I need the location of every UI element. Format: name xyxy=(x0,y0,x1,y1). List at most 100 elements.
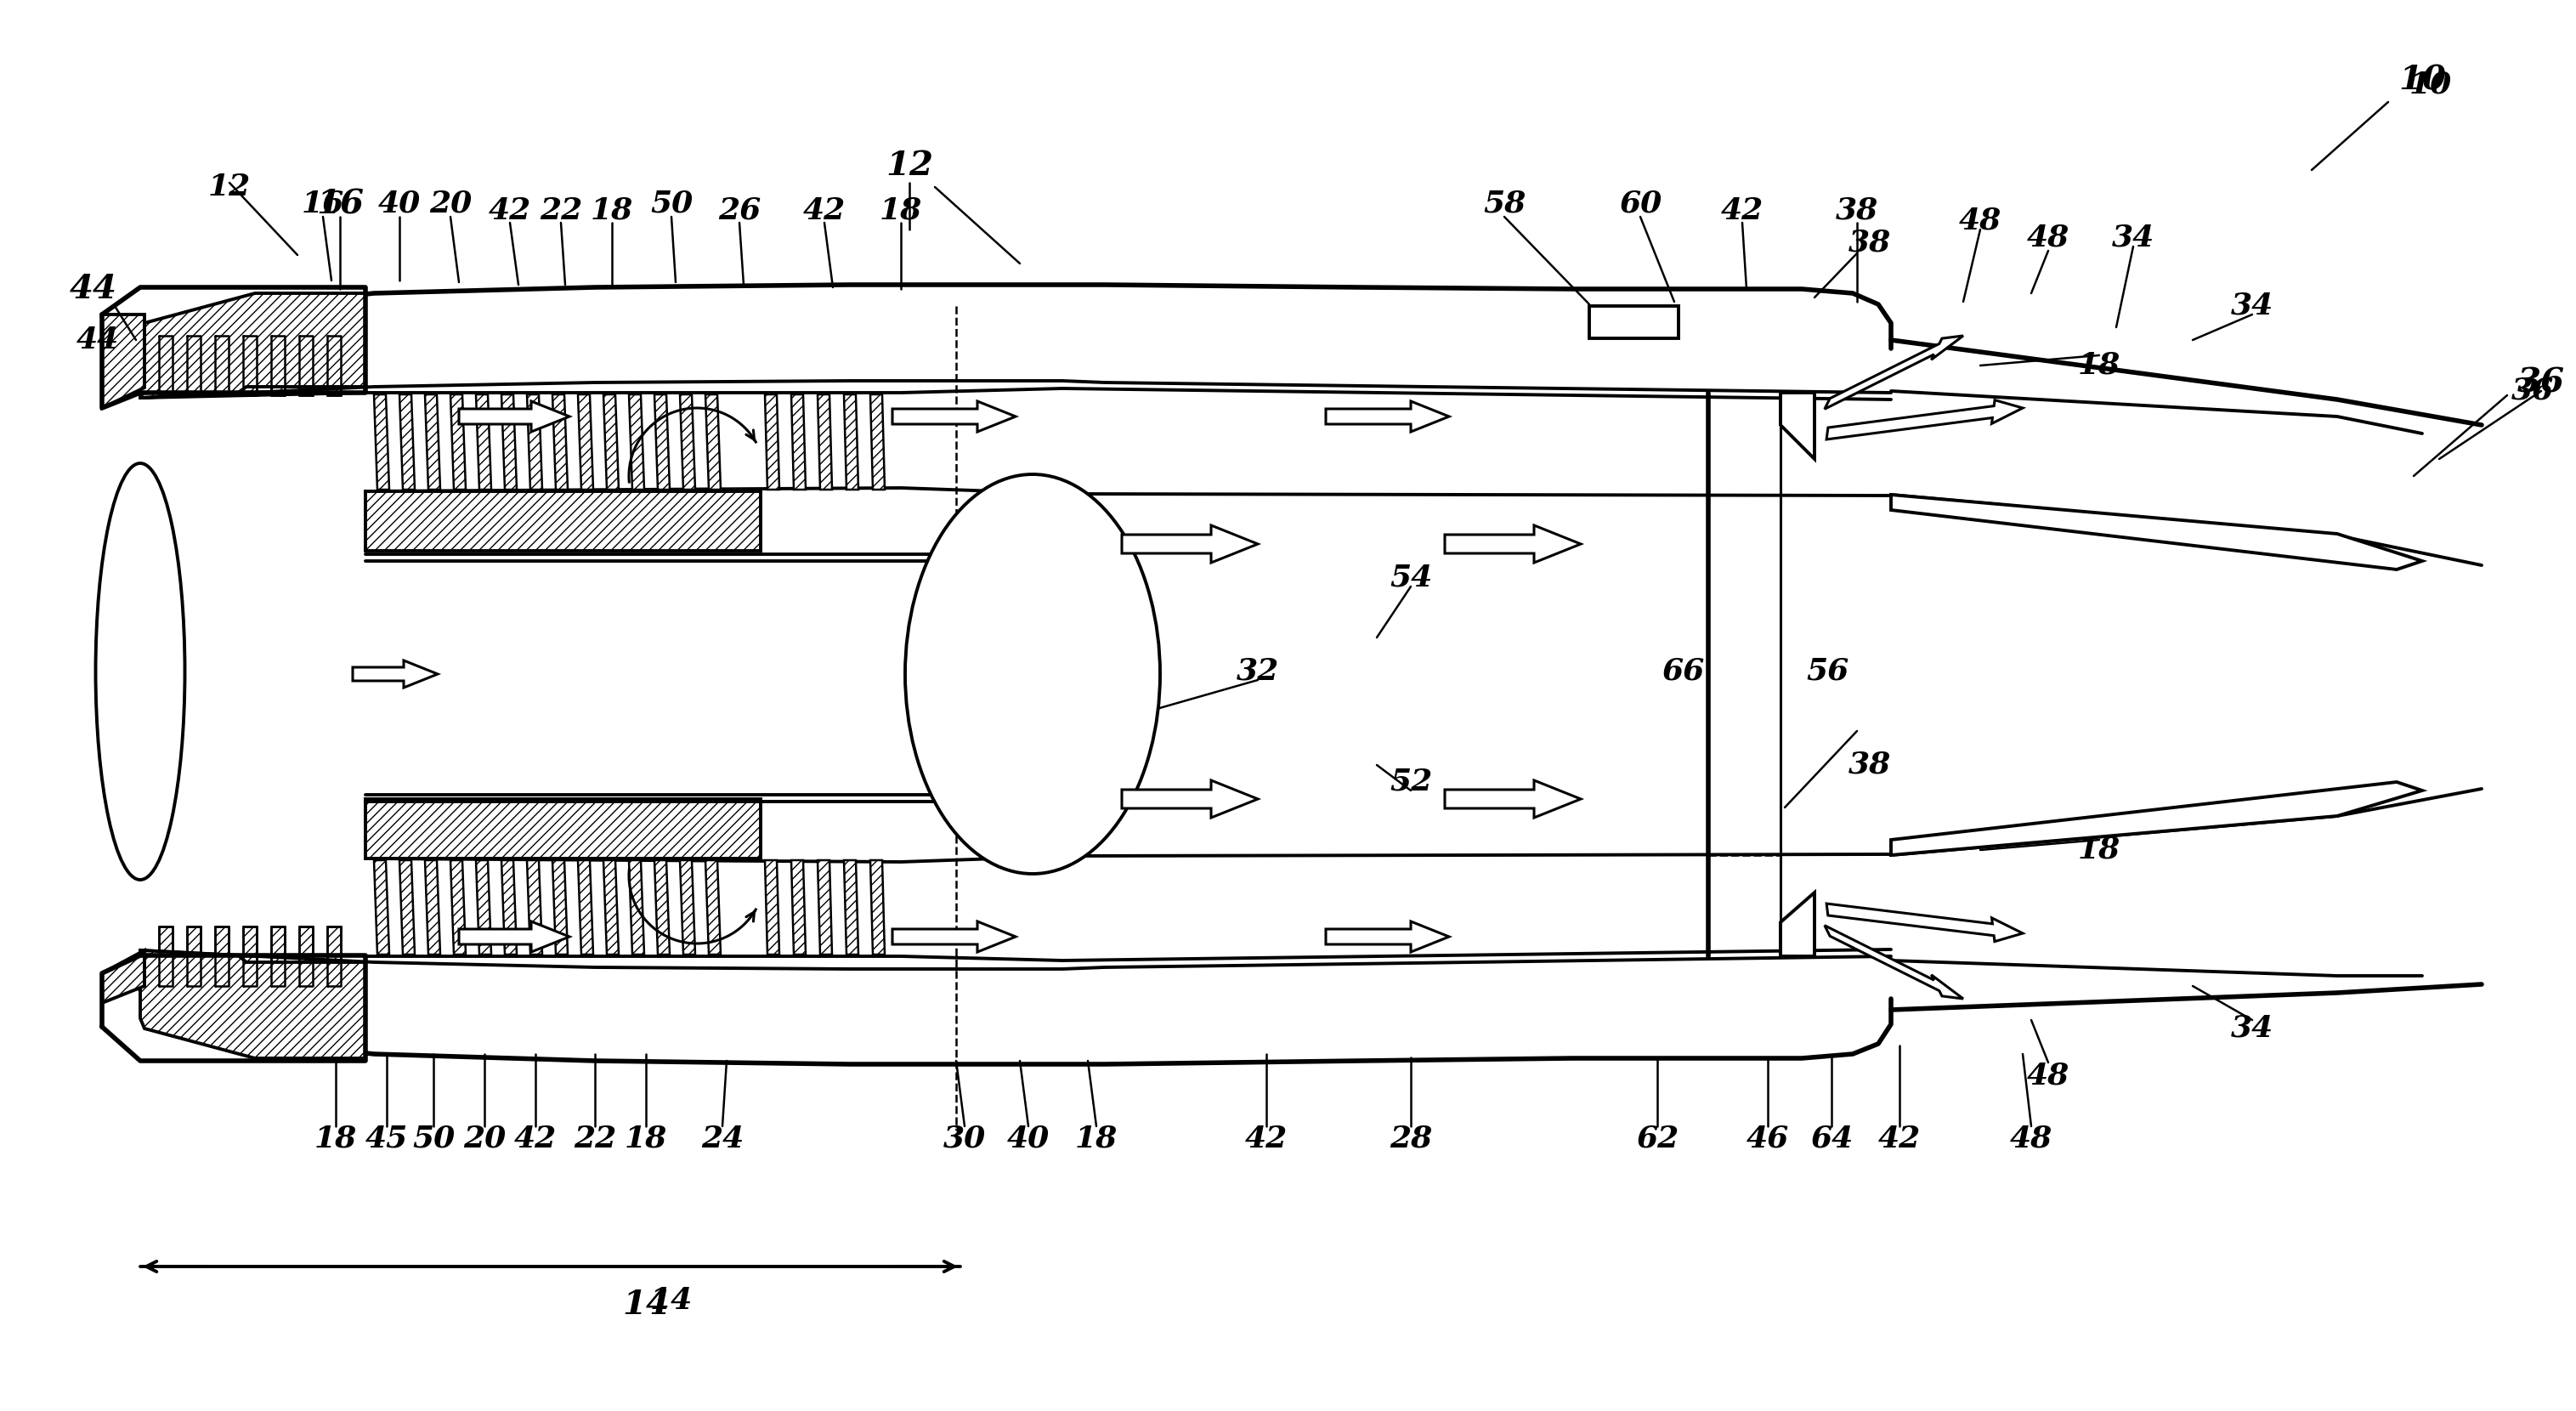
Text: 42: 42 xyxy=(489,196,531,226)
Polygon shape xyxy=(1891,782,2421,855)
Text: 18: 18 xyxy=(623,1125,667,1153)
Polygon shape xyxy=(845,395,858,490)
Polygon shape xyxy=(270,336,286,395)
Text: 58: 58 xyxy=(1484,189,1525,219)
Polygon shape xyxy=(1327,401,1450,432)
Text: 18: 18 xyxy=(314,1125,358,1153)
Polygon shape xyxy=(629,395,644,490)
Text: 16: 16 xyxy=(301,189,345,219)
Text: 38: 38 xyxy=(1850,751,1891,779)
Polygon shape xyxy=(603,861,618,955)
Polygon shape xyxy=(1121,780,1257,818)
Text: 30: 30 xyxy=(943,1125,987,1153)
Polygon shape xyxy=(374,395,389,490)
Text: 50: 50 xyxy=(649,189,693,219)
Polygon shape xyxy=(103,950,144,1003)
Text: 32: 32 xyxy=(1236,658,1280,686)
Polygon shape xyxy=(188,927,201,986)
Text: 20: 20 xyxy=(430,189,471,219)
Polygon shape xyxy=(242,927,258,986)
Polygon shape xyxy=(817,395,832,490)
Polygon shape xyxy=(366,799,760,858)
Polygon shape xyxy=(1826,401,2022,439)
Polygon shape xyxy=(871,861,884,955)
Polygon shape xyxy=(188,336,201,395)
Text: 64: 64 xyxy=(1811,1125,1852,1153)
Polygon shape xyxy=(891,401,1015,432)
Text: 28: 28 xyxy=(1388,1125,1432,1153)
Polygon shape xyxy=(654,395,670,490)
Polygon shape xyxy=(1327,921,1450,952)
Text: 18: 18 xyxy=(2079,351,2120,380)
Polygon shape xyxy=(528,861,541,955)
Text: 34: 34 xyxy=(2231,1015,2275,1043)
Text: 42: 42 xyxy=(1244,1125,1288,1153)
Polygon shape xyxy=(353,660,438,687)
Text: 18: 18 xyxy=(590,196,634,226)
Text: 38: 38 xyxy=(1837,196,1878,226)
Text: 14: 14 xyxy=(623,1288,670,1321)
Polygon shape xyxy=(160,927,173,986)
Polygon shape xyxy=(299,927,312,986)
Polygon shape xyxy=(399,861,415,955)
Polygon shape xyxy=(680,861,696,955)
Polygon shape xyxy=(765,861,781,955)
Ellipse shape xyxy=(95,463,185,879)
Text: 10: 10 xyxy=(2409,71,2452,99)
Text: 56: 56 xyxy=(1806,658,1850,686)
Polygon shape xyxy=(528,395,541,490)
Polygon shape xyxy=(680,395,696,490)
Polygon shape xyxy=(270,927,286,986)
Polygon shape xyxy=(477,861,492,955)
Text: 40: 40 xyxy=(379,189,420,219)
Polygon shape xyxy=(214,927,229,986)
Text: 36: 36 xyxy=(2512,377,2553,405)
Text: 44: 44 xyxy=(77,326,118,354)
Polygon shape xyxy=(327,336,340,395)
Polygon shape xyxy=(103,315,144,408)
Text: 44: 44 xyxy=(70,272,118,305)
Text: 18: 18 xyxy=(2079,835,2120,865)
Polygon shape xyxy=(374,861,389,955)
Polygon shape xyxy=(1445,780,1582,818)
Text: 16: 16 xyxy=(317,188,363,220)
Polygon shape xyxy=(845,861,858,955)
Polygon shape xyxy=(765,395,781,490)
Polygon shape xyxy=(451,861,466,955)
Polygon shape xyxy=(242,336,258,395)
Polygon shape xyxy=(871,395,884,490)
Polygon shape xyxy=(214,336,229,395)
Polygon shape xyxy=(551,861,567,955)
Text: 42: 42 xyxy=(804,196,845,226)
Polygon shape xyxy=(1121,525,1257,563)
Text: 26: 26 xyxy=(719,196,760,226)
Polygon shape xyxy=(399,395,415,490)
Text: 42: 42 xyxy=(1721,196,1765,226)
Polygon shape xyxy=(791,861,806,955)
Text: 18: 18 xyxy=(1074,1125,1118,1153)
Text: 45: 45 xyxy=(366,1125,407,1153)
Polygon shape xyxy=(629,861,644,955)
Polygon shape xyxy=(139,293,366,398)
Text: 42: 42 xyxy=(515,1125,556,1153)
Text: 12: 12 xyxy=(886,150,933,182)
Text: 52: 52 xyxy=(1388,768,1432,796)
Polygon shape xyxy=(502,395,518,490)
Polygon shape xyxy=(451,395,466,490)
Text: 14: 14 xyxy=(649,1285,693,1315)
Text: 12: 12 xyxy=(209,172,250,202)
Polygon shape xyxy=(1780,392,1814,459)
Polygon shape xyxy=(706,395,721,490)
Text: 34: 34 xyxy=(2112,223,2154,253)
Polygon shape xyxy=(299,336,312,395)
Polygon shape xyxy=(791,395,806,490)
Text: 10: 10 xyxy=(2398,65,2447,97)
Ellipse shape xyxy=(904,474,1159,873)
Text: 38: 38 xyxy=(1850,227,1891,257)
Polygon shape xyxy=(1824,926,1963,999)
Polygon shape xyxy=(425,861,440,955)
Polygon shape xyxy=(603,395,618,490)
Polygon shape xyxy=(477,395,492,490)
Polygon shape xyxy=(502,861,518,955)
Polygon shape xyxy=(1824,336,1963,409)
